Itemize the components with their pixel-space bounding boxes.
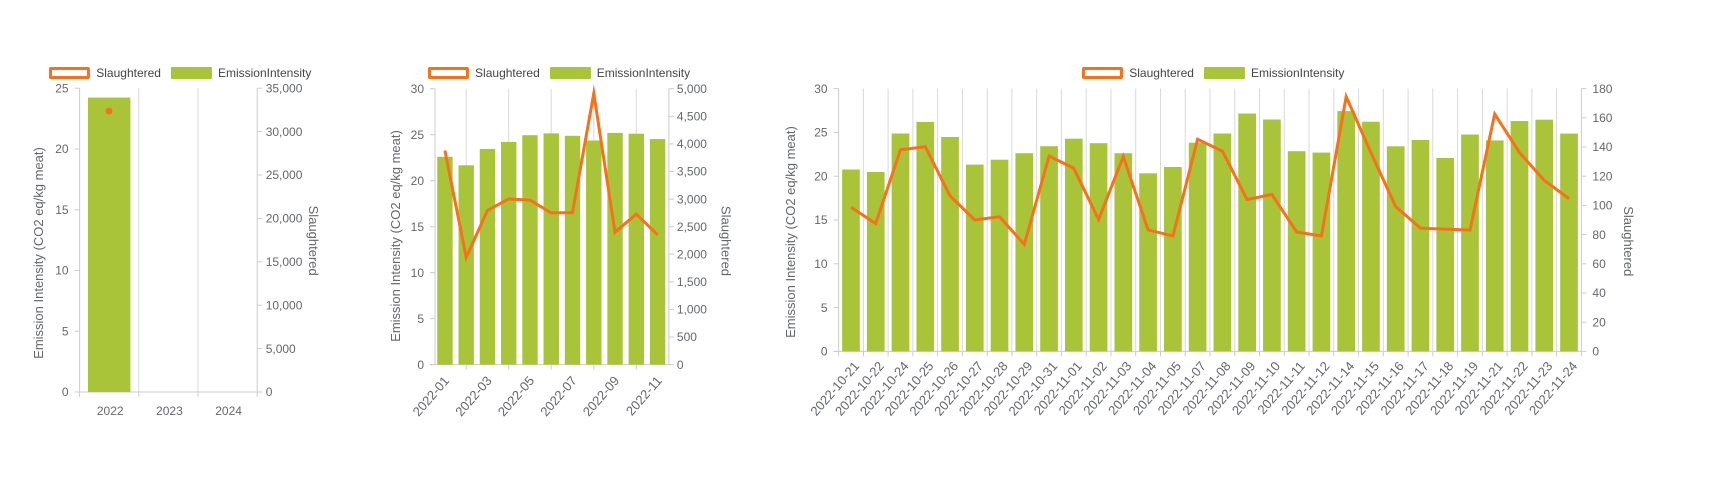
svg-text:0: 0 [62, 385, 69, 399]
svg-text:2022-01: 2022-01 [410, 373, 453, 419]
svg-text:Slaughtered: Slaughtered [1621, 206, 1636, 276]
svg-text:5,000: 5,000 [677, 82, 707, 96]
svg-text:0: 0 [1592, 345, 1599, 359]
svg-text:4,500: 4,500 [677, 110, 707, 124]
svg-text:120: 120 [1592, 169, 1612, 183]
svg-text:180: 180 [1592, 82, 1612, 96]
svg-text:20: 20 [411, 174, 425, 188]
svg-text:0: 0 [266, 385, 273, 399]
svg-text:160: 160 [1592, 111, 1612, 125]
svg-text:Slaughtered: Slaughtered [719, 206, 734, 276]
svg-text:2024: 2024 [215, 404, 242, 418]
svg-text:3,000: 3,000 [677, 192, 707, 206]
svg-text:500: 500 [677, 330, 697, 344]
svg-text:20,000: 20,000 [266, 212, 303, 226]
svg-text:Slaughtered: Slaughtered [306, 206, 321, 276]
svg-text:2022-11: 2022-11 [623, 373, 665, 418]
svg-text:1,500: 1,500 [677, 275, 707, 289]
svg-text:25: 25 [814, 126, 828, 140]
svg-text:35,000: 35,000 [266, 81, 303, 95]
svg-text:4,000: 4,000 [677, 137, 707, 151]
svg-text:60: 60 [1592, 257, 1606, 271]
svg-text:2022-03: 2022-03 [452, 373, 495, 419]
svg-text:2023: 2023 [156, 404, 183, 418]
svg-text:5: 5 [821, 301, 828, 315]
svg-text:5: 5 [62, 324, 69, 338]
svg-text:25: 25 [55, 81, 69, 95]
svg-text:15: 15 [411, 220, 425, 234]
svg-text:2,500: 2,500 [677, 220, 707, 234]
svg-text:Emission Intensity (CO2 eq/kg: Emission Intensity (CO2 eq/kg meat) [783, 126, 798, 338]
svg-text:10: 10 [411, 266, 425, 280]
svg-text:30: 30 [411, 82, 425, 96]
svg-text:Emission Intensity (CO2 eq/kg: Emission Intensity (CO2 eq/kg meat) [388, 130, 403, 342]
svg-text:2022: 2022 [97, 404, 124, 418]
svg-text:0: 0 [677, 358, 684, 372]
svg-text:80: 80 [1592, 228, 1606, 242]
svg-text:10,000: 10,000 [266, 298, 303, 312]
svg-text:140: 140 [1592, 140, 1612, 154]
svg-text:15: 15 [55, 203, 69, 217]
svg-text:20: 20 [1592, 315, 1606, 329]
svg-text:100: 100 [1592, 199, 1612, 213]
svg-text:0: 0 [821, 345, 828, 359]
svg-text:1,000: 1,000 [677, 303, 707, 317]
svg-text:20: 20 [814, 169, 828, 183]
svg-text:25,000: 25,000 [266, 168, 303, 182]
svg-text:Emission Intensity (CO2 eq/kg: Emission Intensity (CO2 eq/kg meat) [31, 147, 46, 359]
svg-text:2022-07: 2022-07 [537, 373, 580, 419]
svg-text:5,000: 5,000 [266, 342, 296, 356]
svg-text:2022-09: 2022-09 [580, 373, 623, 419]
svg-text:3,500: 3,500 [677, 165, 707, 179]
svg-text:15,000: 15,000 [266, 255, 303, 269]
svg-text:25: 25 [411, 128, 425, 142]
svg-text:2,000: 2,000 [677, 247, 707, 261]
svg-text:30,000: 30,000 [266, 125, 303, 139]
svg-text:15: 15 [814, 213, 828, 227]
svg-text:20: 20 [55, 142, 69, 156]
svg-text:40: 40 [1592, 286, 1606, 300]
svg-text:2022-05: 2022-05 [495, 373, 538, 419]
svg-text:0: 0 [417, 358, 424, 372]
svg-text:30: 30 [814, 82, 828, 96]
svg-text:5: 5 [417, 312, 424, 326]
svg-text:10: 10 [55, 264, 69, 278]
svg-text:10: 10 [814, 257, 828, 271]
